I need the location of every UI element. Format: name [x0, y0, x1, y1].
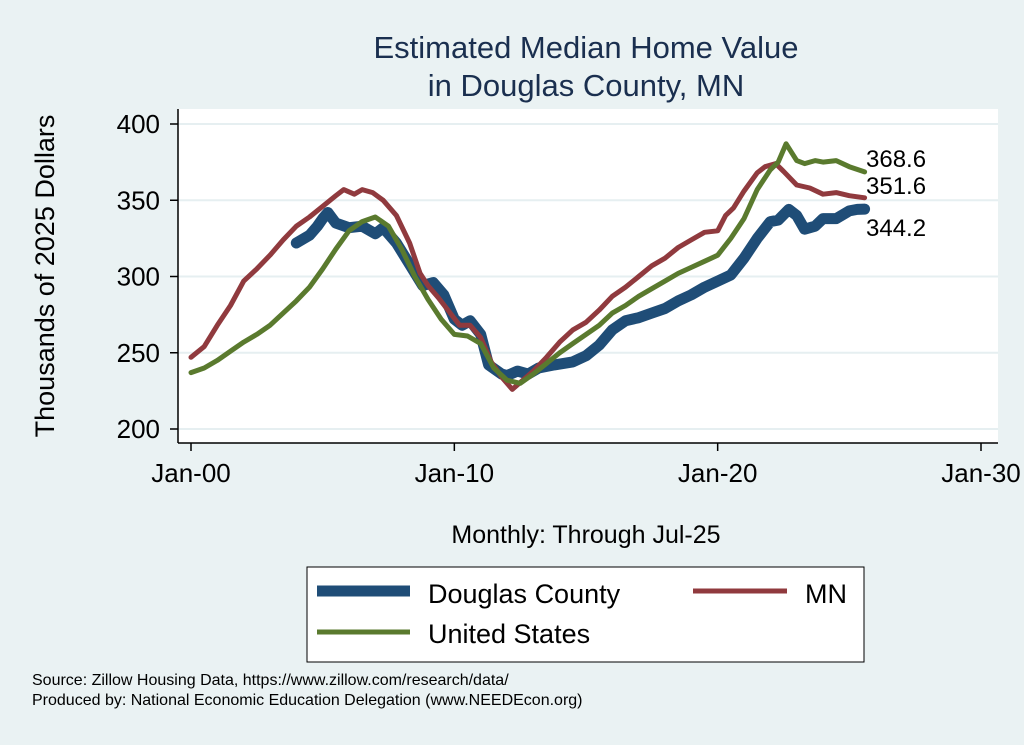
- y-tick-label-300: 300: [117, 262, 160, 292]
- legend: Douglas County MN United States: [306, 566, 865, 663]
- chart-title-line-2: in Douglas County, MN: [428, 68, 744, 103]
- end-label-douglas-county: 344.2: [866, 215, 926, 242]
- footer-produced-by: Produced by: National Economic Education…: [32, 692, 583, 709]
- y-tick-label-200: 200: [117, 414, 160, 444]
- y-axis-label: Thousands of 2025 Dollars: [30, 115, 60, 438]
- chart-title-line-1: Estimated Median Home Value: [373, 30, 798, 65]
- series-line-united-states: [188, 141, 868, 386]
- x-axis-label: Monthly: Through Jul-25: [451, 521, 720, 549]
- legend-label-mn: MN: [805, 579, 847, 609]
- y-tick-label-250: 250: [117, 338, 160, 368]
- legend-box: [306, 566, 865, 663]
- series-layer: [188, 141, 871, 392]
- end-label-mn: 351.6: [866, 173, 926, 200]
- x-tick-label-Jan-20: Jan-20: [678, 458, 758, 488]
- footer-source: Source: Zillow Housing Data, https://www…: [32, 672, 509, 689]
- x-axis-ticks: Jan-00 Jan-10 Jan-20 Jan-30: [151, 443, 1021, 488]
- x-tick-label-Jan-00: Jan-00: [151, 458, 231, 488]
- legend-label-united-states: United States: [428, 619, 590, 649]
- x-tick-label-Jan-30: Jan-30: [941, 458, 1021, 488]
- x-tick-label-Jan-10: Jan-10: [415, 458, 495, 488]
- series-line-douglas-county: [290, 203, 871, 382]
- y-tick-label-350: 350: [117, 185, 160, 215]
- end-label-united-states: 368.6: [866, 146, 926, 173]
- y-tick-label-400: 400: [117, 109, 160, 139]
- y-axis-ticks: 200 250 300 350 400: [117, 109, 178, 444]
- legend-label-douglas-county: Douglas County: [428, 579, 621, 609]
